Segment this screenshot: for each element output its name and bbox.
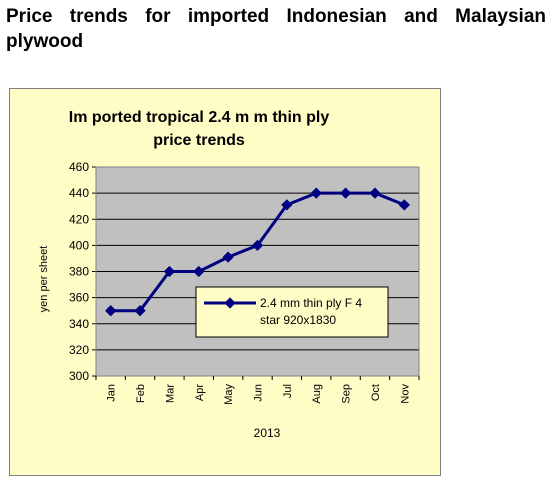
x-axis-label: 2013 [254, 426, 281, 440]
data-point [193, 265, 205, 278]
x-tick-label: Nov [399, 384, 411, 404]
y-tick-label: 460 [69, 160, 89, 174]
y-axis-label: yen per sheet [38, 246, 50, 313]
legend-label-line-2: star 920x1830 [260, 313, 336, 327]
y-tick-label: 420 [69, 212, 89, 226]
x-tick-label: May [223, 384, 235, 405]
plot-border [95, 166, 420, 377]
data-point [398, 199, 410, 211]
legend-label-line-1: 2.4 mm thin ply F 4 [260, 296, 362, 310]
y-tick-label: 320 [69, 343, 89, 357]
x-tick-label: Jan [106, 384, 118, 402]
y-tick-label: 340 [69, 317, 89, 331]
x-tick-label: Jul [282, 384, 294, 398]
x-tick-label: Feb [135, 384, 147, 403]
legend-box [195, 286, 389, 338]
y-tick-label: 400 [69, 238, 89, 252]
plot-area: 300 320 340 360 380 400 420 440 460 Jan Feb Mar Apr M… [69, 160, 420, 405]
y-tick-label: 300 [69, 369, 89, 383]
data-point [222, 251, 234, 263]
x-tick-label: Apr [194, 384, 206, 401]
data-point [251, 239, 264, 252]
chart-title-line-1: Im ported tropical 2.4 m m thin ply [69, 109, 330, 126]
x-tick-label: Aug [311, 384, 323, 404]
chart-title-line-2: price trends [153, 132, 245, 149]
x-tick-label: Mar [164, 384, 176, 403]
legend-marker-diamond [224, 297, 236, 309]
y-tick-label: 360 [69, 291, 89, 305]
page-heading: Price trends for imported Indonesian and… [6, 6, 546, 52]
data-point [163, 265, 176, 278]
legend: 2.4 mm thin ply F 4 star 920x1830 [195, 286, 389, 338]
line-chart: Im ported tropical 2.4 m m thin ply pric… [38, 109, 420, 440]
x-tick-label: Jun [253, 384, 265, 402]
y-tick-label: 380 [69, 265, 89, 279]
x-tick-label: Oct [370, 384, 382, 401]
data-point [281, 199, 293, 211]
chart-frame: Im ported tropical 2.4 m m thin ply pric… [9, 88, 441, 476]
y-tick-label: 440 [69, 186, 89, 200]
x-tick-label: Sep [341, 384, 353, 404]
